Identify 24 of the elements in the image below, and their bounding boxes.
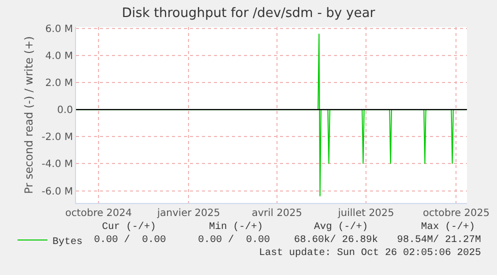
- y-tick-label: -4.0 M: [42, 159, 73, 170]
- y-axis-title: Pr second read (-) / write (+): [22, 36, 36, 194]
- text: 0.00 / 0.00: [94, 234, 166, 246]
- x-tick-label: juillet 2025: [336, 208, 394, 219]
- y-tick-label: -2.0 M: [42, 132, 73, 144]
- x-tick-label: janvier 2025: [156, 208, 220, 219]
- text: 98.54M/ 21.27M: [397, 234, 482, 246]
- text: Min (-/+): [209, 221, 264, 233]
- y-tick-label: -6.0 M: [42, 186, 73, 198]
- x-tick-label: avril 2025: [252, 208, 302, 219]
- x-tick-label: octobre 2025: [422, 208, 490, 219]
- y-tick-label: 0.0: [57, 105, 73, 116]
- y-tick-label: 2.0 M: [45, 78, 73, 90]
- y-tick-label: 6.0 M: [45, 24, 73, 35]
- text: Max (-/+): [421, 221, 476, 233]
- text: 0.00 / 0.00: [198, 234, 270, 246]
- text: Avg (-/+): [314, 221, 368, 233]
- x-tick-label: octobre 2024: [65, 208, 132, 219]
- chart-title: Disk throughput for /dev/sdm - by year: [122, 6, 376, 21]
- text: Cur (-/+): [102, 221, 156, 233]
- text: Last update: Sun Oct 26 02:05:06 2025: [259, 247, 482, 259]
- legend-label: Bytes: [52, 236, 82, 248]
- y-tick-label: 4.0 M: [45, 50, 73, 62]
- text: 68.60k/ 26.89k: [294, 234, 378, 246]
